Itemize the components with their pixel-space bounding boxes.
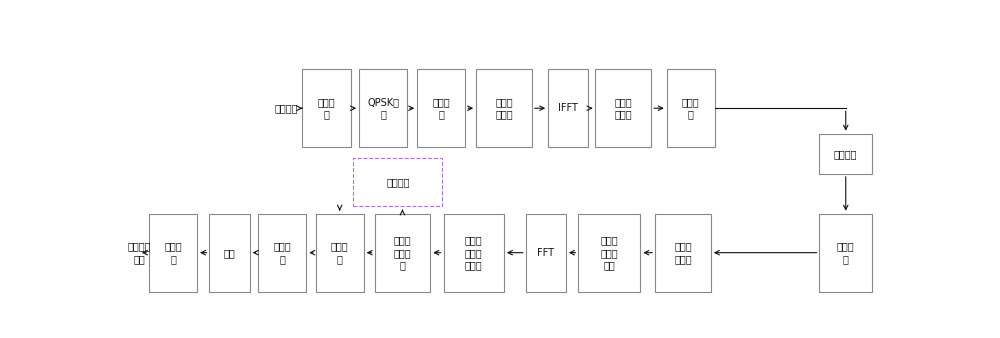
Text: QPSK调
制: QPSK调 制 xyxy=(367,97,399,119)
Text: 信道均
衡: 信道均 衡 xyxy=(331,241,348,264)
Bar xyxy=(819,214,872,292)
Text: 信道估计: 信道估计 xyxy=(386,177,410,187)
Bar xyxy=(819,134,872,174)
Bar xyxy=(526,214,566,292)
Text: 并串转
换: 并串转 换 xyxy=(274,241,291,264)
Text: 信源数据
恢复: 信源数据 恢复 xyxy=(128,241,151,264)
Text: 串并转
换: 串并转 换 xyxy=(432,97,450,119)
Text: 消除大
幅度单
频噪声: 消除大 幅度单 频噪声 xyxy=(465,235,483,270)
Text: 解调: 解调 xyxy=(224,248,236,258)
Bar xyxy=(375,214,430,292)
Bar xyxy=(302,69,351,147)
Text: 数据导
频复用: 数据导 频复用 xyxy=(495,97,513,119)
Bar xyxy=(655,214,711,292)
Bar xyxy=(316,214,364,292)
Text: 信道编
码: 信道编 码 xyxy=(318,97,335,119)
Bar xyxy=(476,69,532,147)
Text: IFFT: IFFT xyxy=(558,103,578,113)
Bar xyxy=(353,158,442,207)
Bar xyxy=(209,214,250,292)
Text: 信源数据: 信源数据 xyxy=(274,103,298,113)
Text: FFT: FFT xyxy=(537,248,554,258)
Text: 水声信道: 水声信道 xyxy=(834,149,858,159)
Bar xyxy=(548,69,588,147)
Bar xyxy=(595,69,651,147)
Bar xyxy=(417,69,465,147)
Bar xyxy=(258,214,306,292)
Bar xyxy=(149,214,197,292)
Text: 发送单
元: 发送单 元 xyxy=(682,97,700,119)
Text: 数据导
频解复
用: 数据导 频解复 用 xyxy=(394,235,411,270)
Text: 信道译
码: 信道译 码 xyxy=(164,241,182,264)
Bar xyxy=(667,69,715,147)
Bar xyxy=(578,214,640,292)
Text: 加入循
环前缀: 加入循 环前缀 xyxy=(615,97,632,119)
Bar xyxy=(444,214,504,292)
Text: 去除循
环前缀: 去除循 环前缀 xyxy=(674,241,692,264)
Text: 接收单
元: 接收单 元 xyxy=(837,241,855,264)
Bar xyxy=(359,69,407,147)
Text: 消除时
域脉冲
噪声: 消除时 域脉冲 噪声 xyxy=(601,235,618,270)
